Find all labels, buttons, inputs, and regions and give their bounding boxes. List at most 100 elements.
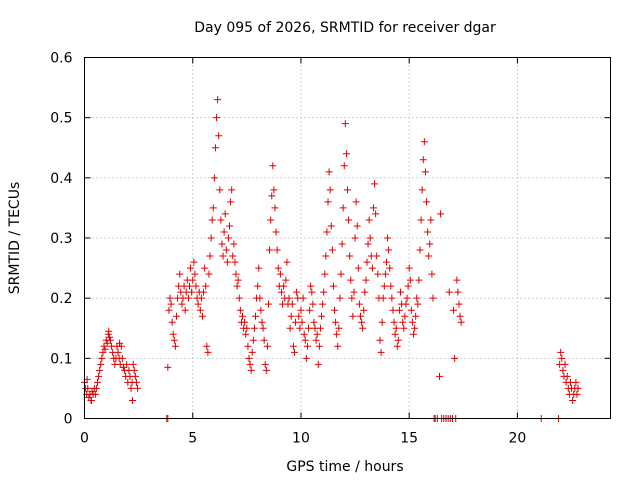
data-point <box>355 300 363 308</box>
data-point <box>189 276 197 284</box>
data-point <box>395 306 403 314</box>
data-point <box>200 288 208 296</box>
data-point <box>453 276 461 284</box>
data-point <box>393 342 401 350</box>
data-point <box>170 336 178 344</box>
data-point <box>288 300 296 308</box>
data-point <box>338 240 346 248</box>
data-point <box>378 318 386 326</box>
data-point <box>116 360 124 368</box>
data-point <box>276 270 284 278</box>
data-point <box>451 354 459 362</box>
x-tick-label: 10 <box>292 431 310 447</box>
data-point <box>376 336 384 344</box>
data-point <box>293 288 301 296</box>
data-point <box>429 294 437 302</box>
data-point <box>414 300 422 308</box>
data-point <box>369 204 377 212</box>
data-point <box>202 282 210 290</box>
plot-frame <box>84 57 611 419</box>
data-point <box>270 186 278 194</box>
data-point <box>256 294 264 302</box>
data-point <box>241 318 249 326</box>
data-point <box>309 300 317 308</box>
data-point <box>224 234 232 242</box>
data-point <box>415 276 423 284</box>
data-point <box>245 354 253 362</box>
data-point <box>221 210 229 218</box>
data-point <box>234 276 242 284</box>
y-tick-label: 0.2 <box>50 291 72 307</box>
data-point <box>218 240 226 248</box>
data-point <box>282 276 290 284</box>
data-point <box>318 312 326 320</box>
data-point <box>400 324 408 332</box>
data-point <box>340 162 348 170</box>
data-point <box>213 114 221 122</box>
data-point <box>420 138 428 146</box>
data-point <box>249 336 257 344</box>
data-point <box>315 342 323 350</box>
data-point <box>239 312 247 320</box>
data-point <box>402 300 410 308</box>
data-point <box>119 363 127 371</box>
data-point <box>419 156 427 164</box>
data-point <box>235 294 243 302</box>
data-point <box>347 276 355 284</box>
data-point <box>559 366 567 374</box>
data-point <box>101 345 109 353</box>
data-point <box>329 282 337 290</box>
data-point <box>118 354 126 362</box>
data-point <box>337 270 345 278</box>
data-point <box>168 318 176 326</box>
data-point <box>456 312 464 320</box>
data-point <box>258 318 266 326</box>
data-point <box>322 252 330 260</box>
data-point <box>412 312 420 320</box>
data-point <box>169 330 177 338</box>
data-point <box>427 216 435 224</box>
data-point <box>426 240 434 248</box>
data-point <box>353 222 361 230</box>
data-point <box>92 384 100 392</box>
data-point <box>178 300 186 308</box>
data-point <box>298 318 306 326</box>
data-point <box>326 186 334 194</box>
data-point <box>363 258 371 266</box>
y-axis-label: SRMTID / TECUs <box>7 182 23 295</box>
data-point <box>223 258 231 266</box>
data-point <box>132 378 140 386</box>
data-point <box>408 318 416 326</box>
data-point <box>228 186 236 194</box>
data-point <box>106 336 114 344</box>
data-point <box>314 360 322 368</box>
data-point <box>406 276 414 284</box>
data-point <box>574 384 582 392</box>
data-point <box>254 282 262 290</box>
data-point <box>87 396 95 404</box>
data-point <box>435 372 443 380</box>
data-point <box>84 384 92 392</box>
data-point <box>230 240 238 248</box>
data-point <box>188 288 196 296</box>
data-point <box>248 348 256 356</box>
data-point <box>572 378 580 386</box>
data-point <box>380 282 388 290</box>
data-point <box>209 204 217 212</box>
data-point <box>392 324 400 332</box>
data-point <box>321 270 329 278</box>
data-point <box>327 222 335 230</box>
data-point <box>261 360 269 368</box>
data-point <box>455 300 463 308</box>
data-point <box>271 204 279 212</box>
data-point <box>96 366 104 374</box>
data-point <box>184 294 192 302</box>
data-point <box>307 282 315 290</box>
data-point <box>287 312 295 320</box>
data-point <box>114 348 122 356</box>
data-point <box>358 318 366 326</box>
data-point <box>301 336 309 344</box>
data-point <box>331 306 339 314</box>
data-point <box>127 384 135 392</box>
